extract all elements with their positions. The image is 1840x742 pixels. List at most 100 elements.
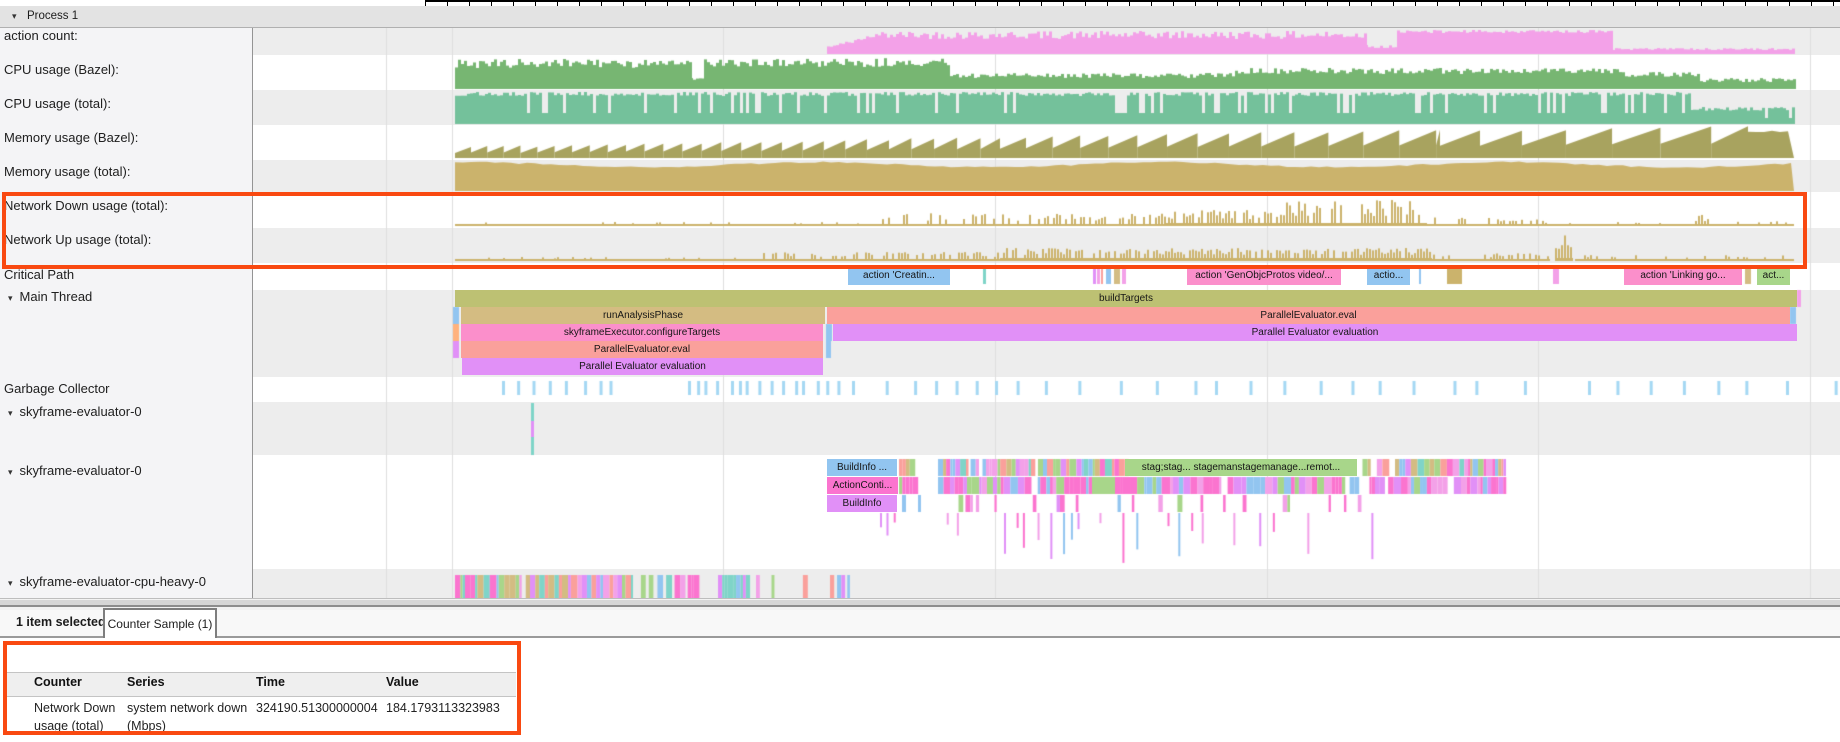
ruler-tick — [1019, 2, 1020, 6]
ruler-tick — [799, 2, 800, 6]
ruler-tick — [821, 2, 822, 6]
track-label-cpu-usage-total: CPU usage (total): — [4, 95, 111, 113]
track-label-main-thread[interactable]: ▾ Main Thread — [8, 288, 92, 306]
ruler-tick — [1085, 2, 1086, 6]
ruler-tick — [469, 2, 470, 6]
ruler-tick — [1305, 2, 1306, 6]
trace-slice[interactable]: skyframeExecutor.configureTargets — [461, 324, 823, 341]
collapse-arrow-icon: ▾ — [8, 408, 13, 418]
tab-counter-sample[interactable]: Counter Sample (1) — [103, 608, 217, 638]
panel-splitter[interactable] — [0, 598, 1840, 610]
table-cell: Network Down usage (total) — [34, 701, 116, 733]
ruler-tick — [623, 2, 624, 6]
ruler-tick — [1591, 2, 1592, 6]
trace-slice[interactable]: actio... — [1367, 267, 1410, 285]
ruler-tick — [579, 2, 580, 6]
trace-slice[interactable]: Parallel Evaluator evaluation — [833, 324, 1797, 341]
ruler-tick — [1129, 2, 1130, 6]
timeline-ruler[interactable] — [0, 0, 1840, 6]
trace-slice[interactable]: ActionConti... — [827, 477, 898, 494]
ruler-baseline — [425, 0, 1840, 2]
table-header-time[interactable]: Time — [256, 675, 285, 689]
ruler-tick — [1459, 2, 1460, 6]
ruler-tick — [1547, 2, 1548, 6]
track-label-skyframe-evaluator-0[interactable]: ▾ skyframe-evaluator-0 — [8, 462, 142, 480]
track-label-text: skyframe-evaluator-0 — [19, 404, 142, 419]
ruler-tick — [1789, 2, 1790, 6]
track-label-skyframe-evaluator-cpu-heavy-0[interactable]: ▾ skyframe-evaluator-cpu-heavy-0 — [8, 573, 206, 591]
ruler-tick — [601, 2, 602, 6]
table-header-value[interactable]: Value — [386, 675, 419, 689]
ruler-tick — [1283, 2, 1284, 6]
ruler-tick — [535, 2, 536, 6]
track-label-skyframe-evaluator-0[interactable]: ▾ skyframe-evaluator-0 — [8, 403, 142, 421]
ruler-tick — [1635, 2, 1636, 6]
trace-slice[interactable]: BuildInfo — [827, 495, 897, 512]
track-label-critical-path: Critical Path — [4, 266, 74, 284]
ruler-tick — [1173, 2, 1174, 6]
track-label-text: Memory usage (Bazel): — [4, 130, 139, 145]
analysis-tab-strip: 1 item selected. Counter Sample (1) — [0, 608, 1840, 638]
track-sidebar: action count: CPU usage (Bazel): CPU usage… — [0, 28, 253, 600]
selection-status: 1 item selected. — [16, 615, 110, 629]
ruler-tick — [1767, 2, 1768, 6]
collapse-arrow-icon: ▾ — [12, 11, 17, 21]
ruler-tick — [843, 2, 844, 6]
ruler-tick — [425, 2, 426, 6]
ruler-tick — [1569, 2, 1570, 6]
track-label-memory-usage-total: Memory usage (total): — [4, 163, 130, 181]
counter-sample-table: Counter Series Time Value Network Down usage… — [0, 637, 1840, 742]
process-title: Process 1 — [27, 10, 79, 22]
table-header-series[interactable]: Series — [127, 675, 165, 689]
trace-slice[interactable]: stag;stag... stagemanstagemanage...remot… — [1125, 459, 1357, 476]
table-cell: 184.1793113323983 — [386, 701, 500, 715]
track-label-text: Garbage Collector — [4, 381, 110, 396]
ruler-tick — [1657, 2, 1658, 6]
ruler-tick — [997, 2, 998, 6]
collapse-arrow-icon: ▾ — [8, 578, 13, 588]
trace-slice[interactable]: runAnalysisPhase — [461, 307, 825, 324]
tab-counter-sample-label: Counter Sample (1) — [107, 617, 213, 631]
trace-slice[interactable]: action 'Creatin... — [848, 267, 950, 285]
ruler-tick — [777, 2, 778, 6]
ruler-tick — [953, 2, 954, 6]
collapse-arrow-icon: ▾ — [8, 467, 13, 477]
trace-slice[interactable]: ParallelEvaluator.eval — [827, 307, 1790, 324]
ruler-tick — [1327, 2, 1328, 6]
ruler-tick — [447, 2, 448, 6]
ruler-tick — [733, 2, 734, 6]
ruler-tick — [909, 2, 910, 6]
ruler-tick — [1679, 2, 1680, 6]
ruler-tick — [1107, 2, 1108, 6]
trace-slice[interactable]: Parallel Evaluator evaluation — [462, 358, 823, 375]
ruler-tick — [1525, 2, 1526, 6]
trace-slice[interactable]: ParallelEvaluator.eval — [461, 341, 823, 358]
timeline-tracks: action 'Creatin... action 'GenObjcProtos … — [0, 28, 1840, 600]
analysis-panel: 1 item selected. Counter Sample (1) Coun… — [0, 608, 1840, 742]
ruler-tick — [1261, 2, 1262, 6]
trace-slice[interactable]: BuildInfo ... — [827, 459, 897, 476]
trace-slice[interactable]: buildTargets — [455, 290, 1797, 307]
ruler-tick — [931, 2, 932, 6]
trace-slice[interactable]: action 'Linking go... — [1624, 267, 1742, 285]
track-label-text: Memory usage (total): — [4, 164, 131, 179]
track-label-garbage-collector: Garbage Collector — [4, 380, 110, 398]
ruler-tick — [1613, 2, 1614, 6]
table-header-counter[interactable]: Counter — [34, 675, 82, 689]
trace-slice[interactable]: action 'GenObjcProtos video/... — [1187, 267, 1341, 285]
track-label-text: CPU usage (Bazel): — [4, 62, 119, 77]
ruler-tick — [1745, 2, 1746, 6]
trace-slice[interactable]: act... — [1757, 267, 1790, 285]
ruler-tick — [513, 2, 514, 6]
table-cell: 324190.51300000004 — [256, 701, 378, 715]
track-label-text: skyframe-evaluator-0 — [19, 463, 142, 478]
tab-strip-border — [0, 636, 1840, 638]
track-label-text: action count: — [4, 28, 78, 43]
ruler-tick — [1415, 2, 1416, 6]
process-header[interactable]: ▾ Process 1 — [0, 6, 1840, 28]
ruler-tick — [1041, 2, 1042, 6]
table-header-row — [4, 672, 516, 697]
ruler-tick — [1723, 2, 1724, 6]
ruler-tick — [1811, 2, 1812, 6]
